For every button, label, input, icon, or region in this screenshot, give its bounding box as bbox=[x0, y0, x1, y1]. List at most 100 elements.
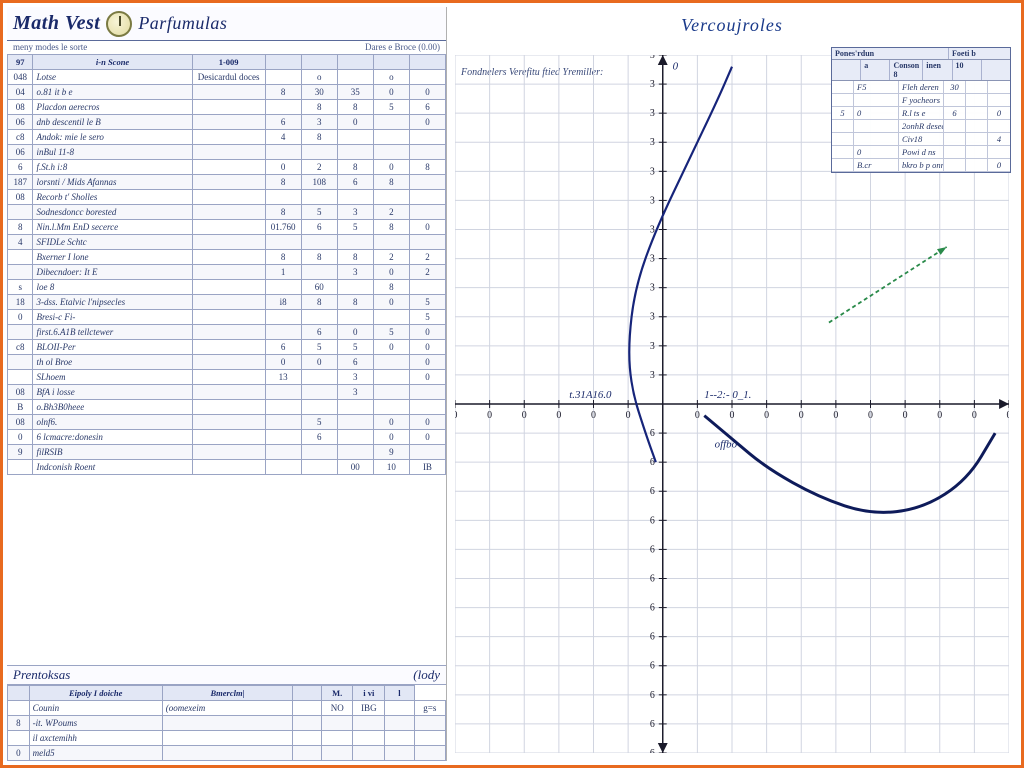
cell bbox=[373, 190, 409, 205]
cell: 6 bbox=[409, 100, 445, 115]
svg-text:0: 0 bbox=[522, 410, 527, 421]
svg-text:0: 0 bbox=[556, 410, 561, 421]
cell: 5 bbox=[337, 340, 373, 355]
table-row[interactable]: 8-it. WPoums bbox=[8, 716, 446, 731]
info-row[interactable]: F yocheors bbox=[832, 94, 1010, 107]
table-row[interactable]: 4SFIDLe Schtc bbox=[8, 235, 446, 250]
table-row[interactable]: c8Andok: mie le sero48 bbox=[8, 130, 446, 145]
cell: Indconish Roent bbox=[33, 460, 192, 475]
table-row[interactable]: 06inBul 11-8 bbox=[8, 145, 446, 160]
info-row[interactable]: Civ184 bbox=[832, 133, 1010, 146]
cell: olnf6. bbox=[33, 415, 192, 430]
svg-text:3: 3 bbox=[650, 195, 655, 206]
info-row[interactable]: 0Powi d ns bbox=[832, 146, 1010, 159]
info-cell: 4 bbox=[988, 133, 1010, 145]
cell: first.6.A1B tellctewer bbox=[33, 325, 192, 340]
info-row[interactable]: 2onhR desee bbox=[832, 120, 1010, 133]
left-section-title: Parfumulas bbox=[138, 13, 227, 34]
table-row[interactable]: 9filRSIB9 bbox=[8, 445, 446, 460]
cell: 0 bbox=[409, 415, 445, 430]
cell: 0 bbox=[265, 355, 301, 370]
cell bbox=[293, 731, 322, 746]
cell bbox=[373, 370, 409, 385]
table-row[interactable]: 048LotseDesicardul docesoo bbox=[8, 70, 446, 85]
table-row[interactable]: Bxerner I lone88822 bbox=[8, 250, 446, 265]
table-row[interactable]: th ol Broe0060 bbox=[8, 355, 446, 370]
table-row[interactable]: 8Nin.l.Mm EnD secerce01.7606580 bbox=[8, 220, 446, 235]
table-row[interactable]: 0Bresi-c Fi-5 bbox=[8, 310, 446, 325]
svg-text:6: 6 bbox=[650, 428, 655, 439]
cell: 8 bbox=[337, 295, 373, 310]
main-table-wrap: 97i-n Scone1-009 048LotseDesicardul doce… bbox=[7, 54, 446, 665]
cell: filRSIB bbox=[33, 445, 192, 460]
table-row[interactable]: sloe 8608 bbox=[8, 280, 446, 295]
table-row[interactable]: 08BfA i losse3 bbox=[8, 385, 446, 400]
table-row[interactable]: 0meld5 bbox=[8, 746, 446, 761]
footer-th: l bbox=[385, 686, 414, 701]
table-row[interactable]: 06dnb descentil le B6300 bbox=[8, 115, 446, 130]
cell: 9 bbox=[373, 445, 409, 460]
table-row[interactable]: Dibecndoer: It E1302 bbox=[8, 265, 446, 280]
table-row[interactable]: Counin(oomexeimNOIBGg=s bbox=[8, 701, 446, 716]
svg-text:3: 3 bbox=[650, 55, 655, 61]
info-box-title: Pones'rdun Foeti b bbox=[832, 48, 1010, 60]
cell: 6 bbox=[265, 340, 301, 355]
svg-text:1--2:- 0_1.: 1--2:- 0_1. bbox=[704, 389, 751, 401]
cell: 00 bbox=[337, 460, 373, 475]
info-cell bbox=[944, 146, 966, 158]
svg-text:3: 3 bbox=[650, 166, 655, 177]
cell bbox=[8, 731, 30, 746]
cell: 6 bbox=[265, 115, 301, 130]
cell bbox=[192, 250, 265, 265]
cell bbox=[337, 430, 373, 445]
svg-text:0: 0 bbox=[626, 410, 631, 421]
table-row[interactable]: 6f.St.h i:802808 bbox=[8, 160, 446, 175]
table-row[interactable]: 08olnf6.500 bbox=[8, 415, 446, 430]
table-row[interactable]: 06 lcmacre:donesin600 bbox=[8, 430, 446, 445]
table-row[interactable]: 183-dss. Etalvic l'nipseclesi88805 bbox=[8, 295, 446, 310]
info-cell: bkro b p onr bbox=[899, 159, 944, 171]
info-cell bbox=[832, 120, 854, 132]
svg-text:3: 3 bbox=[650, 312, 655, 323]
info-cell bbox=[966, 159, 988, 171]
cell bbox=[409, 280, 445, 295]
table-row[interactable]: 08Recorb t' Sholles bbox=[8, 190, 446, 205]
info-th bbox=[832, 60, 861, 80]
svg-text:0: 0 bbox=[487, 410, 492, 421]
table-row[interactable]: first.6.A1B tellctewer6050 bbox=[8, 325, 446, 340]
info-row[interactable]: 50R.l ts e60 bbox=[832, 107, 1010, 120]
cell: 2 bbox=[301, 160, 337, 175]
clock-icon bbox=[106, 11, 132, 37]
cell bbox=[337, 190, 373, 205]
table-row[interactable]: Sodnesdoncc borested8532 bbox=[8, 205, 446, 220]
table-row[interactable]: il axctemihh bbox=[8, 731, 446, 746]
right-pane: Vercoujroles Fondnelers Verefitu ftied Y… bbox=[447, 7, 1017, 761]
title-row: Math Vest Parfumulas bbox=[7, 7, 446, 41]
cell bbox=[409, 445, 445, 460]
cell: 6 bbox=[337, 175, 373, 190]
info-row[interactable]: F5Fleh deren30 bbox=[832, 81, 1010, 94]
cell bbox=[265, 460, 301, 475]
cell bbox=[409, 400, 445, 415]
table-row[interactable]: Bo.Bh3B0heee bbox=[8, 400, 446, 415]
cell: 60 bbox=[301, 280, 337, 295]
info-cell bbox=[988, 81, 1010, 93]
info-row[interactable]: B.crbkro b p onr0 bbox=[832, 159, 1010, 172]
main-th: 97 bbox=[8, 55, 33, 70]
footer-section-header: Prentoksas (lody bbox=[7, 665, 446, 685]
cell: 6 bbox=[301, 220, 337, 235]
table-row[interactable]: SLhoem1330 bbox=[8, 370, 446, 385]
table-row[interactable]: 08Placdon aerecros8856 bbox=[8, 100, 446, 115]
table-row[interactable]: Indconish Roent0010IB bbox=[8, 460, 446, 475]
svg-text:3: 3 bbox=[650, 283, 655, 294]
svg-text:offbo: offbo bbox=[715, 439, 738, 451]
cell bbox=[192, 430, 265, 445]
main-th: i-n Scone bbox=[33, 55, 192, 70]
table-row[interactable]: 04o.81 it b e8303500 bbox=[8, 85, 446, 100]
footer-th: i vi bbox=[353, 686, 385, 701]
table-row[interactable]: c8BLOII-Per65500 bbox=[8, 340, 446, 355]
cell: inBul 11-8 bbox=[33, 145, 192, 160]
cell: 8 bbox=[265, 175, 301, 190]
table-row[interactable]: 187lorsnti / Mids Afannas810868 bbox=[8, 175, 446, 190]
cell: Counin bbox=[29, 701, 162, 716]
